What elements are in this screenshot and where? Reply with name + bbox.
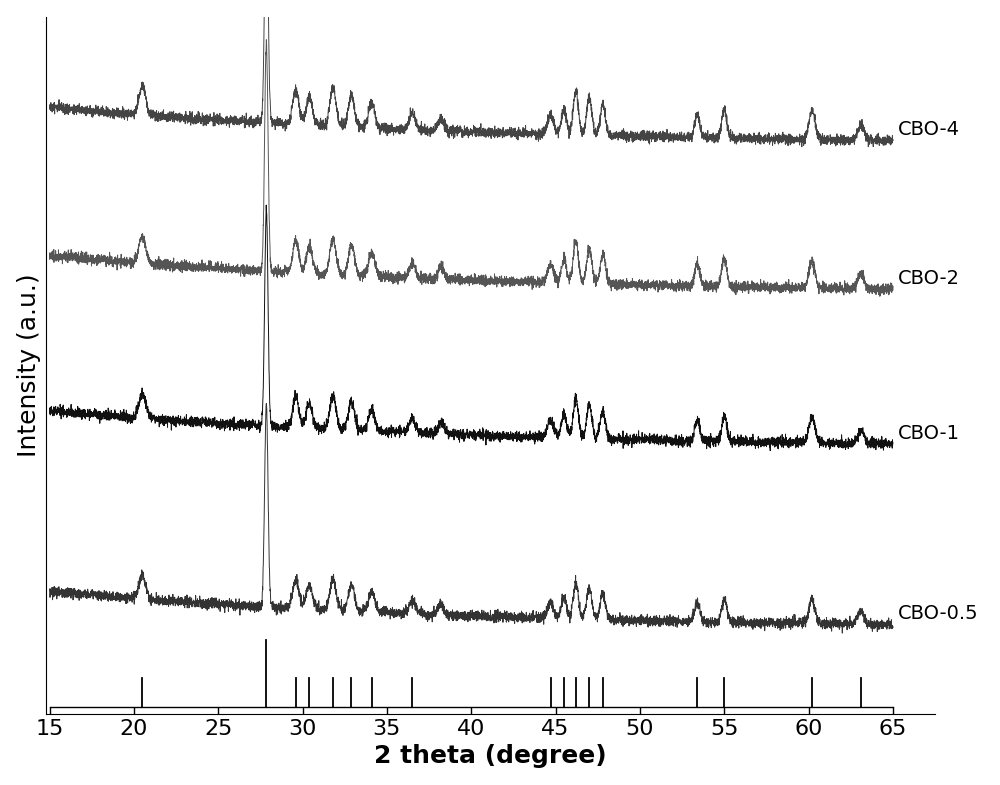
Text: CBO-0.5: CBO-0.5 [898, 604, 979, 623]
Text: CBO-2: CBO-2 [898, 268, 960, 287]
Text: CBO-1: CBO-1 [898, 424, 960, 443]
X-axis label: 2 theta (degree): 2 theta (degree) [374, 744, 607, 769]
Text: CBO-4: CBO-4 [898, 120, 960, 139]
Y-axis label: Intensity (a.u.): Intensity (a.u.) [17, 273, 41, 457]
